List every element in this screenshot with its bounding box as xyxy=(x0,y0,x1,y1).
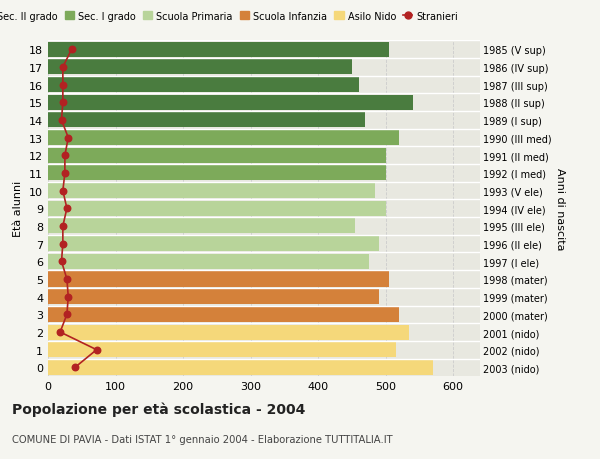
Text: Popolazione per età scolastica - 2004: Popolazione per età scolastica - 2004 xyxy=(12,402,305,416)
Bar xyxy=(48,272,389,287)
Bar xyxy=(48,131,399,146)
Bar xyxy=(48,219,355,234)
Point xyxy=(64,134,73,142)
Point xyxy=(64,293,73,301)
Point xyxy=(62,205,72,213)
Y-axis label: Anni di nascita: Anni di nascita xyxy=(555,168,565,250)
Point xyxy=(56,117,67,124)
Text: COMUNE DI PAVIA - Dati ISTAT 1° gennaio 2004 - Elaborazione TUTTITALIA.IT: COMUNE DI PAVIA - Dati ISTAT 1° gennaio … xyxy=(12,434,392,443)
Point xyxy=(58,223,68,230)
Point xyxy=(58,64,68,72)
Bar xyxy=(48,113,365,128)
Bar xyxy=(48,78,359,93)
Point xyxy=(67,46,76,54)
Bar xyxy=(48,148,386,163)
Point xyxy=(62,276,72,283)
Point xyxy=(60,170,70,177)
Point xyxy=(56,258,67,265)
Point xyxy=(92,346,101,353)
Point xyxy=(58,99,68,106)
Bar xyxy=(48,184,376,199)
Legend: Sec. II grado, Sec. I grado, Scuola Primaria, Scuola Infanzia, Asilo Nido, Stran: Sec. II grado, Sec. I grado, Scuola Prim… xyxy=(0,8,462,25)
Bar xyxy=(48,307,399,322)
Y-axis label: Età alunni: Età alunni xyxy=(13,181,23,237)
Bar xyxy=(48,325,409,340)
Point xyxy=(58,82,68,89)
Bar xyxy=(48,166,386,181)
Bar xyxy=(48,360,433,375)
Point xyxy=(58,188,68,195)
Bar xyxy=(48,202,386,216)
Bar xyxy=(48,342,395,358)
Point xyxy=(60,152,70,160)
Bar xyxy=(48,290,379,304)
Bar xyxy=(48,43,389,58)
Point xyxy=(58,241,68,248)
Bar xyxy=(48,254,368,269)
Point xyxy=(55,329,65,336)
Bar xyxy=(48,237,379,252)
Point xyxy=(70,364,80,371)
Bar xyxy=(48,95,413,111)
Bar xyxy=(48,60,352,75)
Point xyxy=(62,311,72,319)
